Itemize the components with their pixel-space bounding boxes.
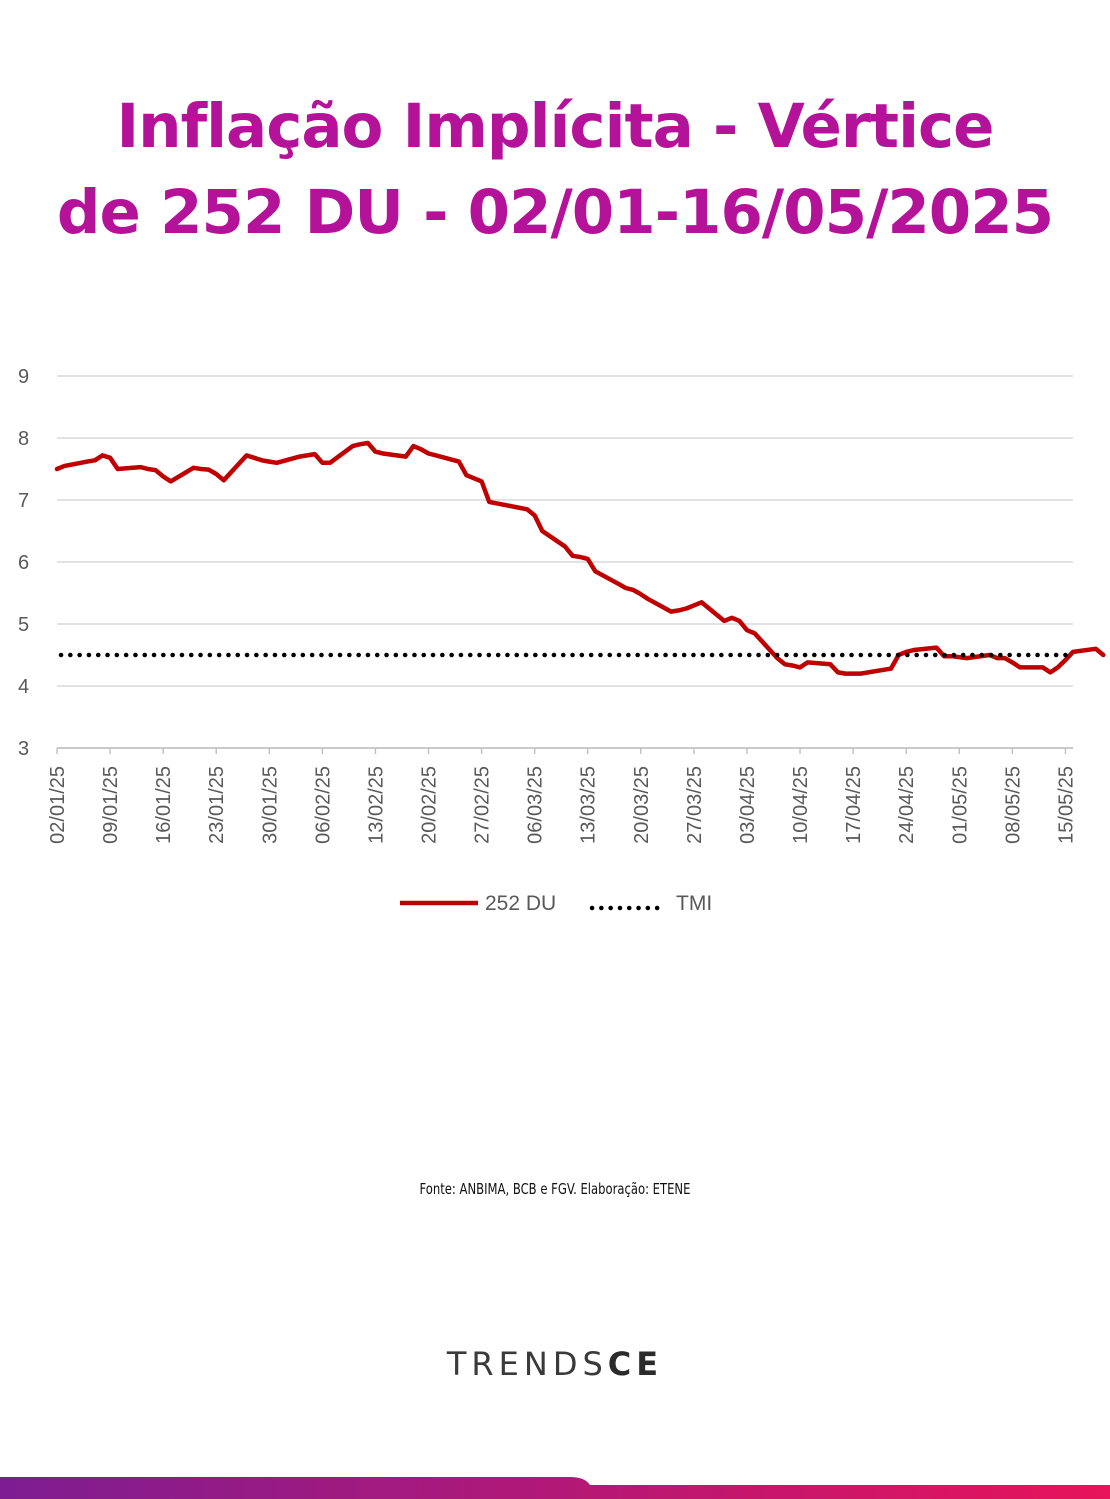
y-tick-label: 7 bbox=[18, 490, 29, 512]
x-tick-label: 20/03/25 bbox=[631, 766, 653, 844]
x-tick-label: 27/03/25 bbox=[684, 766, 706, 844]
series-line-252du bbox=[54, 440, 1106, 676]
x-tick-label: 13/02/25 bbox=[365, 766, 387, 844]
x-tick-label: 16/01/25 bbox=[153, 766, 175, 844]
chart-title-line-2: de 252 DU - 02/01-16/05/2025 bbox=[56, 177, 1054, 248]
legend-label-252du: 252 DU bbox=[485, 892, 556, 915]
x-tick-label: 02/01/25 bbox=[47, 766, 69, 844]
y-tick-label: 6 bbox=[18, 552, 29, 574]
x-tick-label: 27/02/25 bbox=[472, 766, 494, 844]
y-tick-label: 3 bbox=[18, 738, 29, 760]
bottom-gradient-bar bbox=[0, 1477, 1110, 1499]
x-tick-label: 01/05/25 bbox=[949, 766, 971, 844]
brand-logo-bold: CE bbox=[607, 1345, 664, 1383]
y-tick-label: 8 bbox=[18, 428, 29, 450]
x-tick-label: 06/02/25 bbox=[312, 766, 334, 844]
brand-logo-light: TRENDS bbox=[446, 1345, 608, 1383]
chart-title-line-1: Inflação Implícita - Vértice bbox=[116, 91, 994, 162]
brand-logo: TRENDSCE bbox=[0, 1345, 1110, 1383]
x-tick-label: 03/04/25 bbox=[737, 766, 759, 844]
x-tick-label: 08/05/25 bbox=[1002, 766, 1024, 844]
x-tick-label: 17/04/25 bbox=[843, 766, 865, 844]
y-tick-label: 5 bbox=[18, 614, 29, 636]
source-note: Fonte: ANBIMA, BCB e FGV. Elaboração: ET… bbox=[419, 1180, 691, 1198]
x-tick-label: 06/03/25 bbox=[525, 766, 547, 844]
x-tick-label: 10/04/25 bbox=[790, 766, 812, 844]
x-tick-label: 20/02/25 bbox=[419, 766, 441, 844]
x-tick-label: 15/05/25 bbox=[1055, 766, 1077, 844]
x-tick-label: 09/01/25 bbox=[100, 766, 122, 844]
x-tick-label: 30/01/25 bbox=[259, 766, 281, 844]
x-tick-label: 23/01/25 bbox=[206, 766, 228, 844]
y-tick-label: 9 bbox=[18, 366, 29, 388]
legend-label-tmi: TMI bbox=[676, 892, 712, 915]
x-tick-label: 13/03/25 bbox=[578, 766, 600, 844]
y-tick-label: 4 bbox=[18, 676, 29, 698]
x-tick-label: 24/04/25 bbox=[896, 766, 918, 844]
line-chart: 3 4 5 6 7 8 9 02/01/25 09/01/25 16/01/25 23/01/25 3… bbox=[18, 366, 1106, 915]
